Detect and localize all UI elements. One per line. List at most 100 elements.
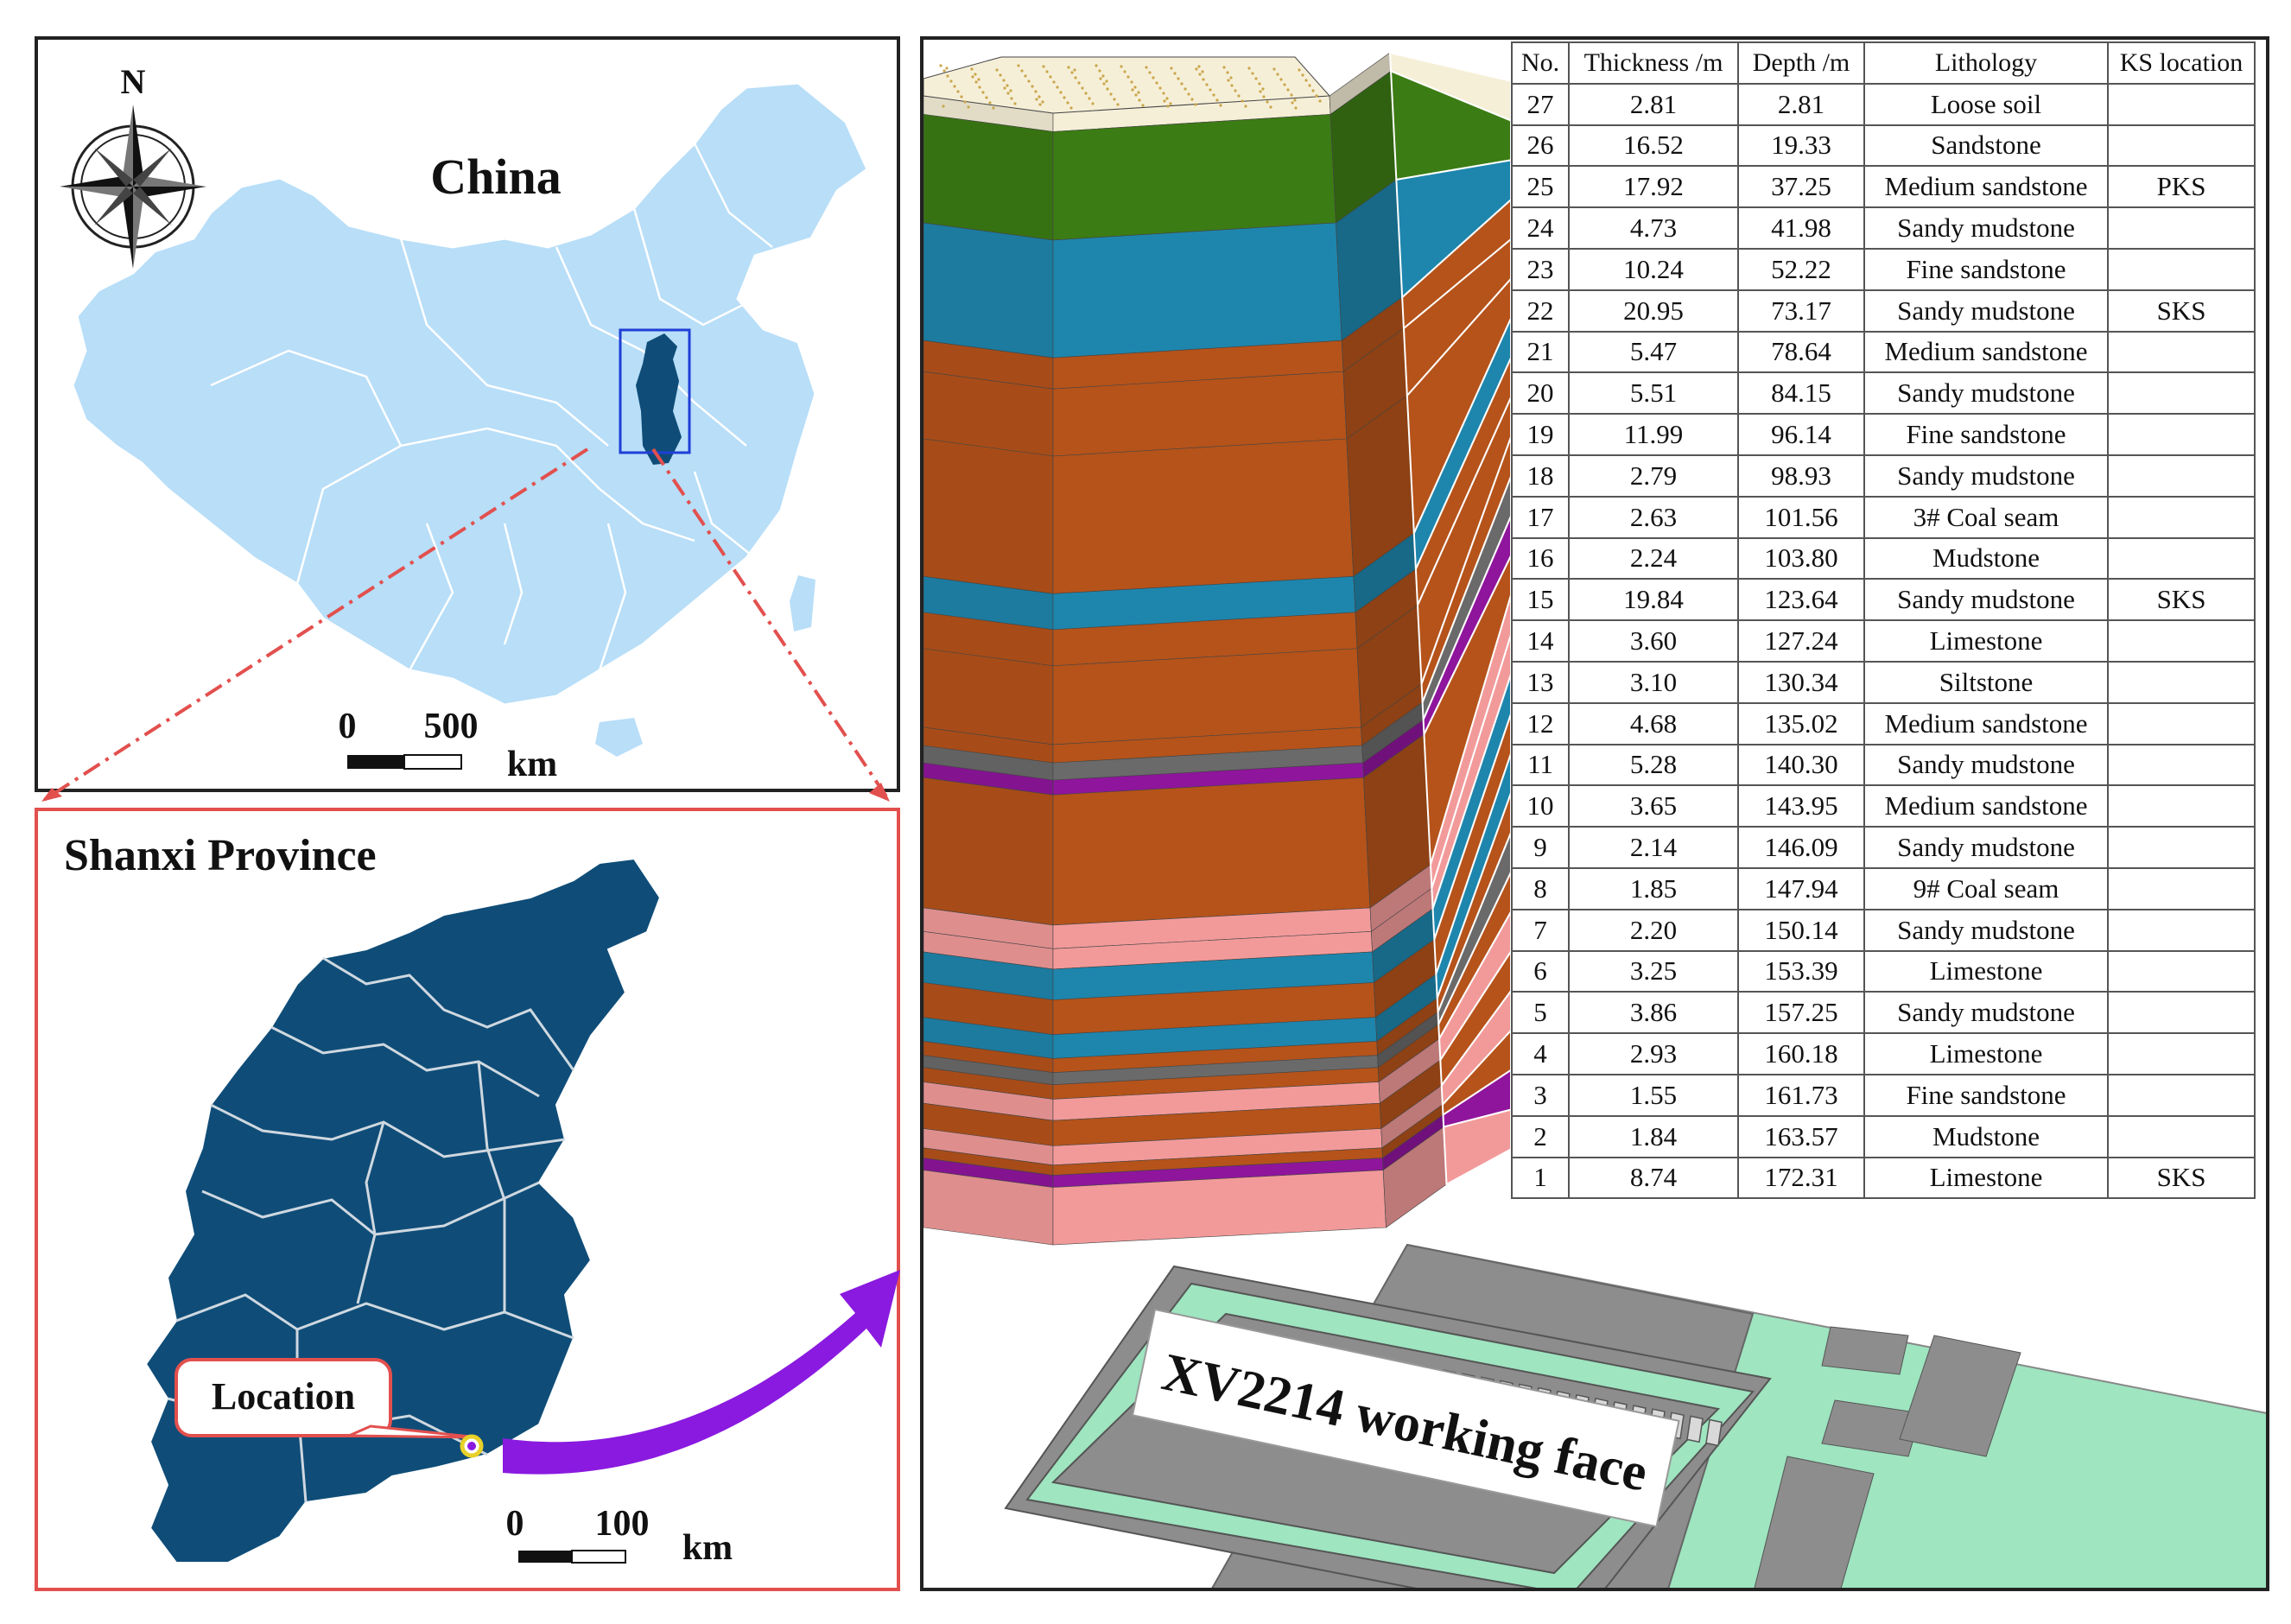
- cell-thickness: 5.47: [1568, 330, 1739, 374]
- table-row: 11 5.28 140.30 Sandy mudstone: [1511, 743, 2256, 787]
- shanxi-scale-zero: 0: [506, 1504, 524, 1544]
- table-row: 20 5.51 84.15 Sandy mudstone: [1511, 371, 2256, 416]
- cell-no: 9: [1511, 826, 1570, 869]
- soil-speckle: [967, 105, 970, 109]
- cell-no: 2: [1511, 1114, 1570, 1158]
- north-label: N: [121, 62, 146, 101]
- stratum-left-face: [923, 438, 1054, 594]
- cell-thickness: 16.52: [1568, 124, 1739, 168]
- cell-thickness: 8.74: [1568, 1156, 1739, 1200]
- soil-speckle: [1098, 69, 1101, 73]
- cell-thickness: 3.65: [1568, 784, 1739, 828]
- cell-lithology: Sandy mudstone: [1863, 908, 2109, 952]
- table-row: 21 5.47 78.64 Medium sandstone: [1511, 330, 2256, 374]
- soil-speckle: [1298, 68, 1301, 72]
- header-thickness: Thickness /m: [1568, 41, 1739, 85]
- cell-ks: [2107, 413, 2256, 456]
- soil-speckle: [1201, 70, 1204, 73]
- soil-speckle: [1165, 97, 1169, 100]
- cell-depth: 78.64: [1737, 330, 1865, 374]
- soil-speckle: [1301, 73, 1304, 77]
- table-row: 24 4.73 41.98 Sandy mudstone: [1511, 206, 2256, 250]
- cell-lithology: Medium sandstone: [1863, 330, 2109, 374]
- soil-speckle: [1291, 101, 1294, 105]
- soil-speckle: [1141, 104, 1145, 107]
- soil-speckle: [1133, 86, 1137, 89]
- soil-speckle: [1130, 80, 1133, 84]
- cell-depth: 19.33: [1737, 124, 1865, 168]
- soil-speckle: [999, 73, 1002, 77]
- hydraulic-support: [1686, 1415, 1704, 1443]
- taiwan-island: [790, 575, 815, 631]
- cell-no: 19: [1511, 413, 1570, 456]
- cell-depth: 96.14: [1737, 413, 1865, 456]
- soil-speckle: [946, 74, 949, 78]
- shanxi-title: Shanxi Province: [64, 831, 377, 880]
- soil-speckle: [995, 68, 999, 72]
- soil-speckle: [1170, 67, 1173, 70]
- cell-depth: 153.39: [1737, 949, 1865, 993]
- china-title: China: [430, 149, 562, 205]
- soil-speckle: [956, 90, 960, 93]
- soil-speckle: [1145, 66, 1148, 69]
- soil-speckle: [1187, 92, 1190, 96]
- cell-ks: [2107, 991, 2256, 1035]
- table-row: 16 2.24 103.80 Mudstone: [1511, 536, 2256, 580]
- loose-soil-top: [923, 56, 1331, 114]
- soil-speckle: [1120, 65, 1123, 68]
- cell-no: 1: [1511, 1156, 1570, 1200]
- cell-lithology: Sandy mudstone: [1863, 743, 2109, 787]
- soil-speckle: [1084, 92, 1088, 95]
- table-row: 7 2.20 150.14 Sandy mudstone: [1511, 908, 2256, 952]
- soil-speckle: [1101, 74, 1105, 78]
- cell-ks: [2107, 536, 2256, 580]
- strata-model-svg: XV2214 working face: [923, 51, 2266, 1588]
- cell-depth: 73.17: [1737, 289, 1865, 333]
- cell-lithology: Sandy mudstone: [1863, 991, 2109, 1035]
- soil-speckle: [1059, 91, 1063, 94]
- soil-speckle: [953, 85, 956, 88]
- soil-speckle: [1137, 91, 1140, 94]
- cell-no: 5: [1511, 991, 1570, 1035]
- cell-no: 15: [1511, 578, 1570, 622]
- china-scale-zero: 0: [339, 707, 357, 746]
- soil-speckle: [1259, 90, 1262, 93]
- soil-speckle: [1063, 96, 1066, 99]
- soil-speckle: [1073, 68, 1076, 72]
- soil-speckle: [1227, 79, 1230, 82]
- cell-lithology: Loose soil: [1863, 82, 2109, 126]
- cell-depth: 143.95: [1737, 784, 1865, 828]
- soil-speckle: [1006, 92, 1010, 95]
- cell-lithology: Medium sandstone: [1863, 784, 2109, 828]
- soil-speckle: [981, 91, 985, 94]
- soil-speckle: [945, 67, 949, 70]
- soil-speckle: [974, 80, 978, 84]
- cell-ks: [2107, 1032, 2256, 1075]
- soil-speckle: [1244, 105, 1247, 108]
- strata-table: No. Thickness /m Depth /m Lithology KS l…: [1511, 41, 2256, 1200]
- cell-thickness: 2.24: [1568, 536, 1739, 580]
- soil-speckle: [1173, 72, 1177, 75]
- soil-speckle: [1266, 100, 1269, 104]
- cell-ks: SKS: [2107, 1156, 2256, 1200]
- cell-depth: 41.98: [1737, 206, 1865, 250]
- soil-speckle: [942, 105, 945, 108]
- soil-speckle: [960, 95, 963, 98]
- soil-speckle: [1105, 79, 1108, 83]
- soil-speckle: [1158, 86, 1162, 90]
- cell-ks: SKS: [2107, 578, 2256, 622]
- table-row: 23 10.24 52.22 Fine sandstone: [1511, 247, 2256, 291]
- soil-speckle: [1209, 88, 1212, 92]
- cell-thickness: 3.10: [1568, 660, 1739, 704]
- soil-speckle: [1077, 81, 1081, 85]
- cell-no: 6: [1511, 949, 1570, 993]
- cell-lithology: Fine sandstone: [1863, 1073, 2109, 1117]
- soil-speckle: [1138, 98, 1141, 102]
- cell-thickness: 19.84: [1568, 578, 1739, 622]
- soil-speckle: [1067, 66, 1070, 69]
- soil-speckle: [949, 79, 953, 83]
- soil-speckle: [1148, 71, 1152, 74]
- soil-speckle: [1283, 83, 1286, 86]
- table-row: 12 4.68 135.02 Medium sandstone: [1511, 701, 2256, 745]
- cell-depth: 84.15: [1737, 371, 1865, 416]
